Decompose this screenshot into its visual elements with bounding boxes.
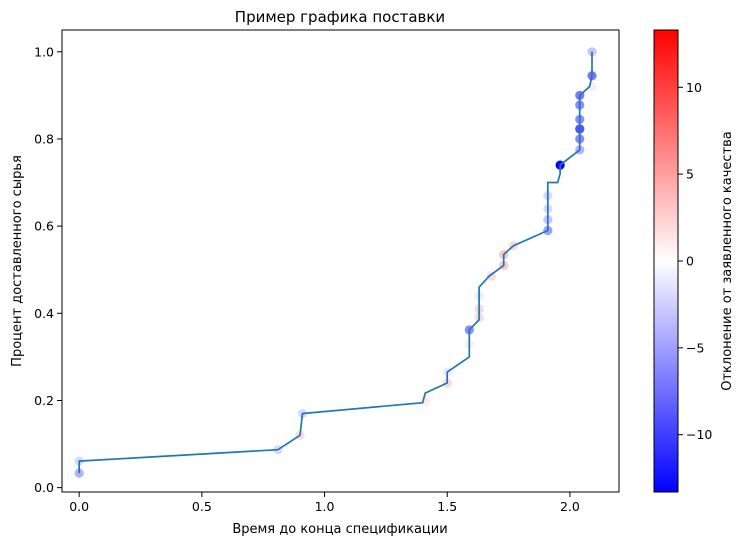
data-point (420, 395, 430, 406)
colorbar-tick-label: 10 (686, 80, 702, 95)
x-tick-label: 0.0 (69, 499, 89, 514)
x-axis: 0.0 0.5 1.0 1.5 2.0 (69, 492, 580, 514)
y-axis-title: Процент доставленного сырья (10, 155, 25, 367)
x-axis-title: Время до конца спецификации (232, 522, 447, 537)
colorbar-ticks: −10 −5 0 5 10 (678, 80, 712, 442)
x-tick-label: 1.0 (315, 499, 335, 514)
colorbar-tick-label: −5 (686, 340, 704, 355)
y-tick-label: 0.8 (34, 131, 54, 146)
colorbar-gradient (654, 30, 678, 492)
y-tick-label: 0.6 (34, 219, 54, 234)
series-line (78, 51, 593, 474)
data-point (486, 271, 497, 281)
x-tick-label: 2.0 (560, 499, 580, 514)
data-point (587, 47, 597, 57)
y-tick-label: 0.4 (34, 306, 54, 321)
x-tick-label: 1.5 (437, 499, 457, 514)
y-axis: 0.0 0.2 0.4 0.6 0.8 1.0 (34, 44, 62, 495)
colorbar-tick-label: 0 (686, 254, 694, 269)
plot-frame (61, 29, 620, 493)
colorbar-tick-label: 5 (686, 167, 694, 182)
y-tick-label: 0.0 (34, 480, 54, 495)
plot-area: 0.0 0.5 1.0 1.5 2.0 0.0 0.2 0.4 0.6 0.8 1.0 (34, 29, 620, 514)
chart-title: Пример графика поставки (235, 8, 445, 26)
series-layer (74, 47, 597, 478)
y-tick-label: 0.2 (34, 393, 54, 408)
colorbar: −10 −5 0 5 10 Отклонение от заявленного каче… (653, 29, 735, 493)
colorbar-title: Отклонение от заявленного качества (720, 131, 735, 391)
y-tick-label: 1.0 (34, 44, 54, 59)
x-tick-label: 0.5 (192, 499, 212, 514)
colorbar-tick-label: −10 (686, 427, 712, 442)
